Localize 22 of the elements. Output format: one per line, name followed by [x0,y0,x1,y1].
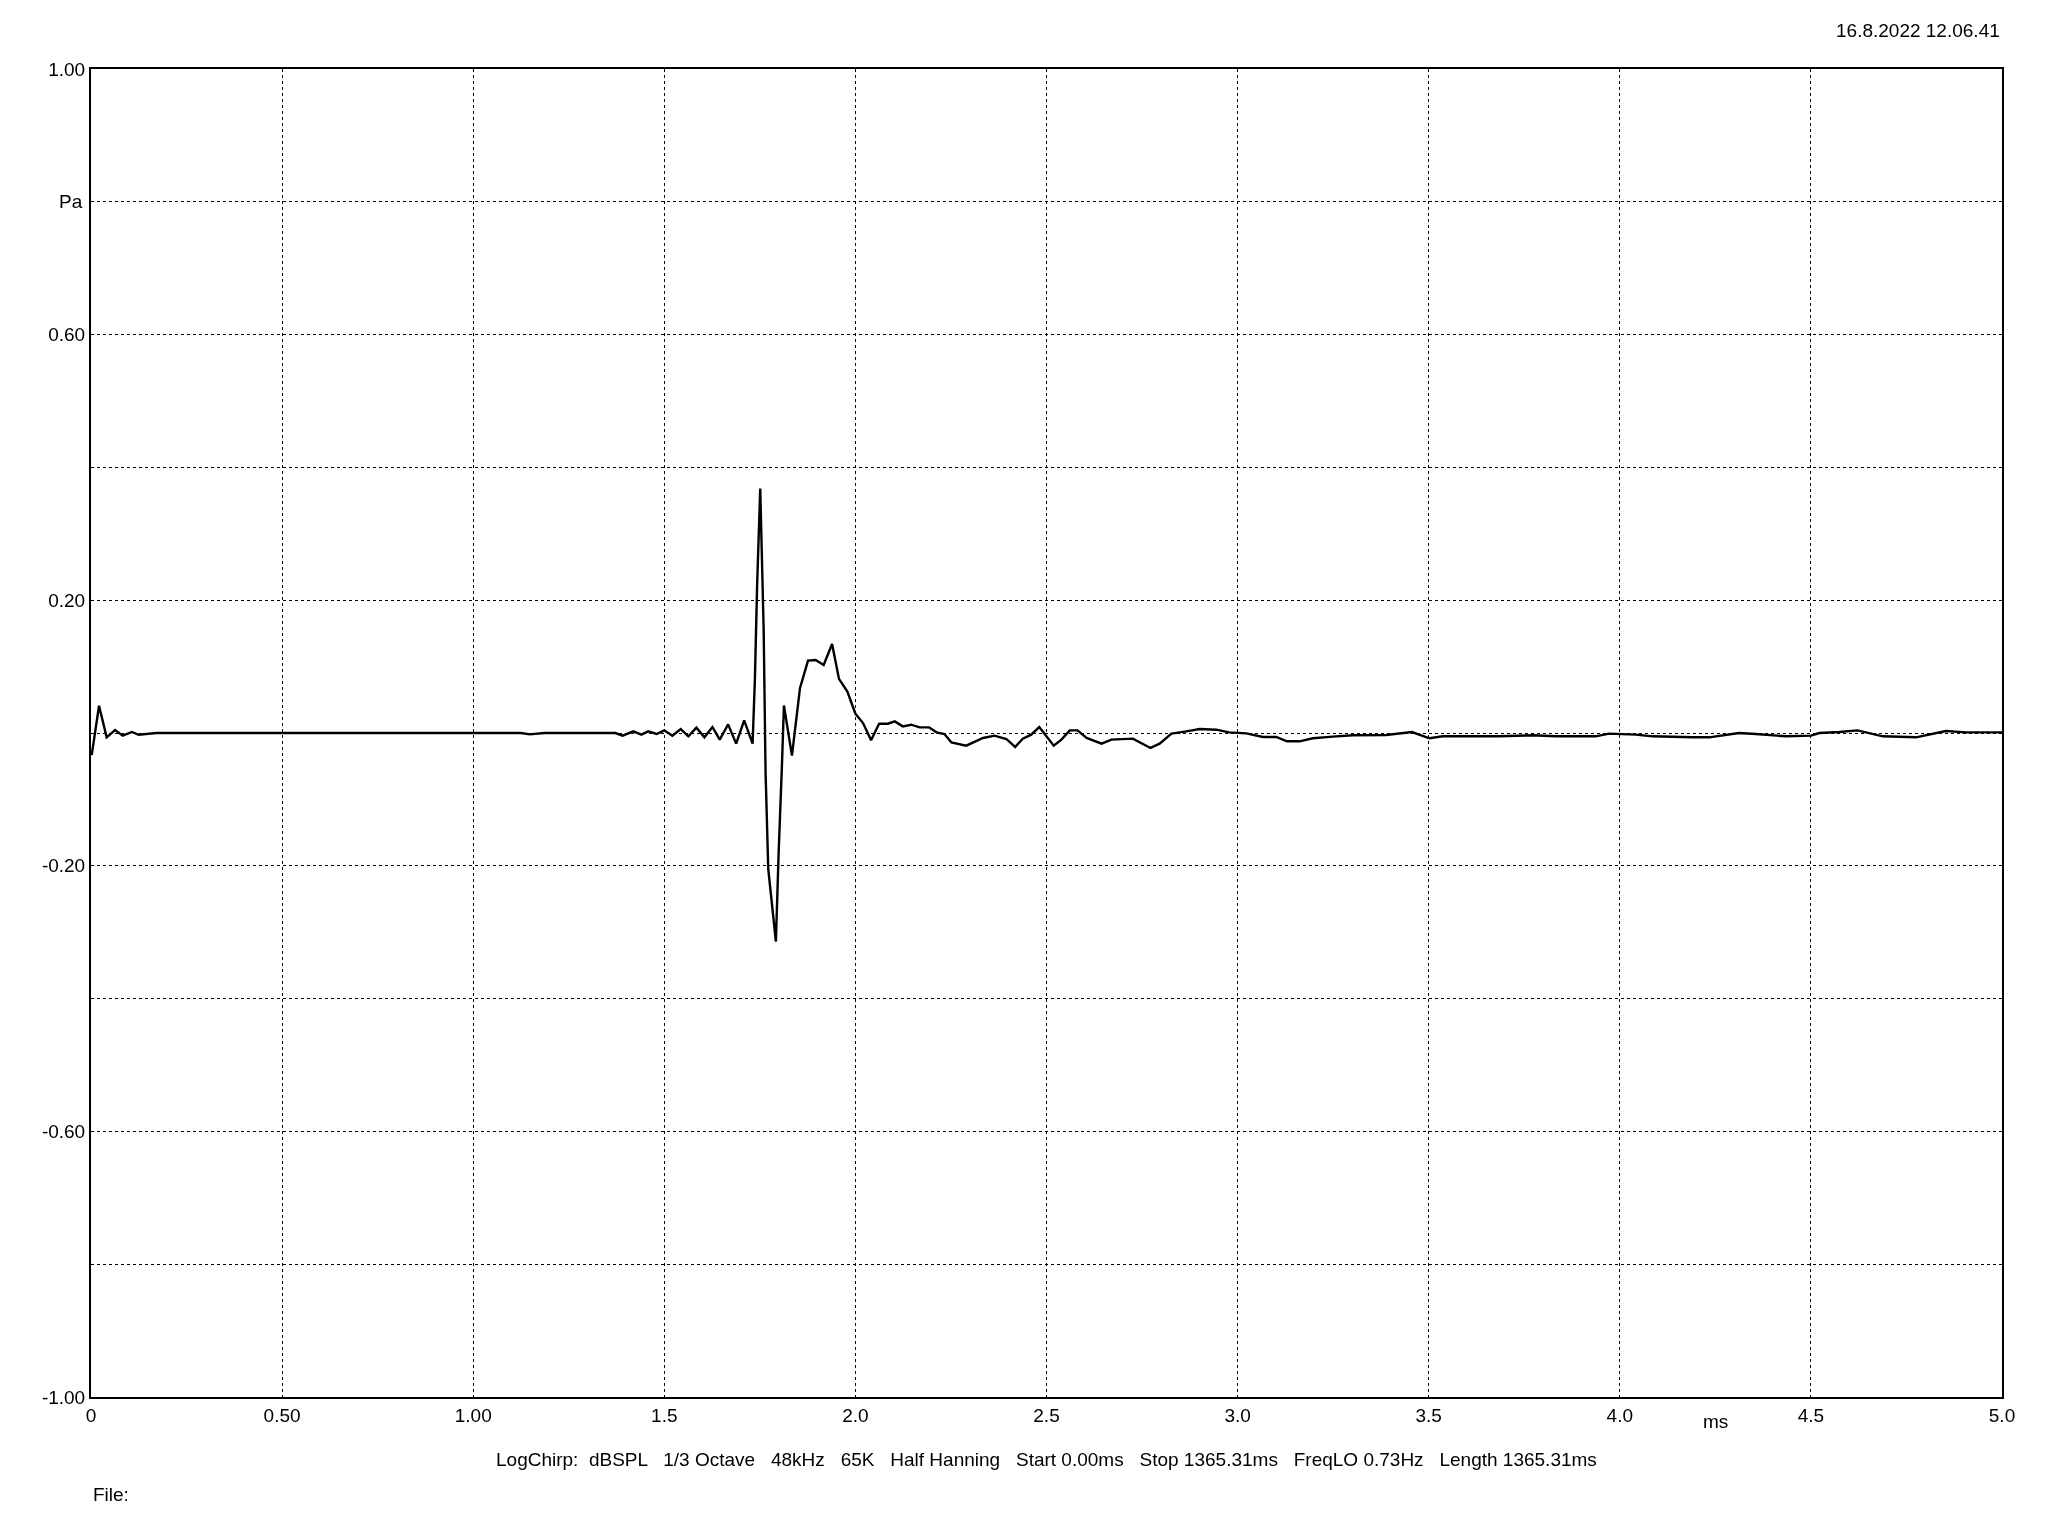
y-tick-label: -0.60 [41,1121,86,1143]
text: LogChirp: dBSPL 1/3 Octave 48kHz 65K Half Hanning Start 0.00ms Stop 1365.31ms FreqLO 0.73Hz Length 1365.31ms [496,1449,1597,1470]
x-tick-label: 4.5 [1797,1404,1825,1426]
x-tick-label: 5.0 [1988,1404,2016,1426]
x-tick-label: 4.0 [1606,1404,1634,1426]
y-tick-label: 0.60 [48,324,86,346]
x-tick-label: 0 [85,1404,97,1426]
x-tick-label: 0.50 [263,1404,301,1426]
y-tick-label: -1.00 [41,1386,86,1408]
text: 16.8.2022 12.06.41 [1836,20,2000,41]
x-tick-label: 3.0 [1224,1404,1251,1426]
x-tick-label: 2.5 [1033,1404,1060,1426]
x-axis-title: ms [1703,1411,1729,1432]
x-tick-label: 1.00 [454,1404,492,1426]
y-tick-label: 1.00 [48,58,86,80]
y-tick-label: -0.20 [41,855,86,877]
text: File: [93,1484,129,1505]
y-axis-title: Pa [59,191,83,212]
x-tick-label: 1.5 [651,1404,678,1426]
x-tick-label: 2.0 [842,1404,869,1426]
x-tick-label: 3.5 [1415,1404,1442,1426]
y-tick-label: 0.20 [48,589,86,611]
